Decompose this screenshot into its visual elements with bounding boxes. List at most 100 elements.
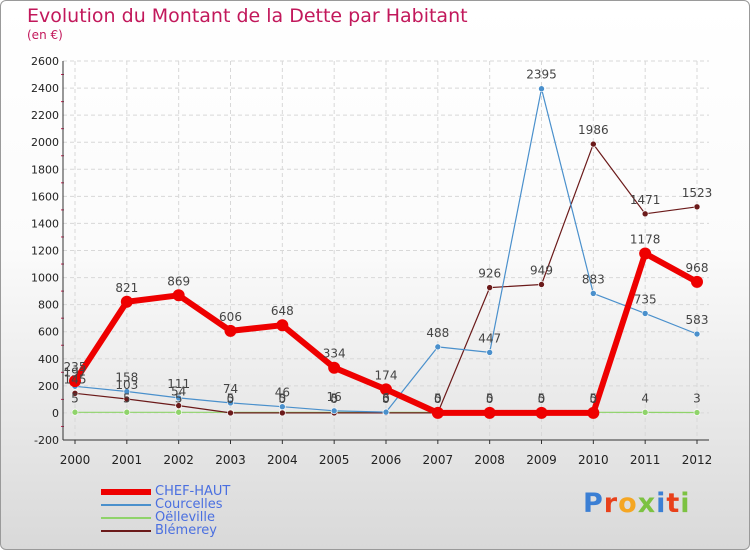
data-label-blemerey: 0 [227,392,235,406]
data-point-chef-haut [483,406,496,419]
data-label-blemerey: 103 [115,378,138,392]
data-point-oelleville [641,409,649,416]
data-label-blemerey: 0 [434,392,442,406]
y-tick-label: 2000 [31,136,59,149]
x-tick-label: 2005 [319,453,350,467]
y-tick-label: 2600 [31,55,59,68]
logo-letter: i [656,488,667,519]
data-label-courcelles: 6 [382,391,390,405]
data-label-chef-haut: 968 [686,261,709,275]
y-tick-label: 1000 [31,272,59,285]
data-label-blemerey: 1471 [630,193,661,207]
data-label-courcelles: 46 [275,386,290,400]
legend-swatch-blemerey [101,530,151,532]
data-label-blemerey: 1523 [682,186,713,200]
data-label-blemerey: 0 [279,392,287,406]
data-point-courcelles [590,290,597,297]
data-label-oelleville: 5 [590,391,598,405]
data-label-oelleville: 5 [175,391,183,405]
data-label-courcelles: 74 [223,382,238,396]
data-point-blemerey [123,395,131,403]
data-point-chef-haut [639,247,652,260]
data-label-courcelles: 111 [167,377,190,391]
proxiti-logo: Proxiti [583,488,691,519]
legend-label-blemerey: Blémerey [155,523,217,538]
y-tick-label: 200 [38,380,59,393]
data-point-chef-haut [276,319,289,332]
x-tick-label: 2010 [578,453,609,467]
data-label-blemerey: 145 [64,372,87,386]
data-point-oelleville [71,408,79,416]
chart-title: Evolution du Montant de la Dette par Hab… [27,5,468,27]
chart-subtitle: (en €) [27,28,63,42]
data-label-oelleville: 5 [330,391,338,405]
data-point-chef-haut [172,289,185,302]
data-point-blemerey [71,390,79,397]
y-tick-label: 800 [38,299,59,312]
data-point-blemerey [486,284,493,291]
data-point-chef-haut [328,361,341,374]
data-label-courcelles: 488 [426,326,449,340]
data-point-chef-haut [691,275,703,288]
x-tick-label: 2004 [267,453,298,467]
data-point-courcelles [538,85,545,93]
y-tick-label: 0 [52,407,59,420]
data-label-blemerey: 0 [330,392,338,406]
data-point-blemerey [227,409,234,417]
data-label-chef-haut: 869 [167,274,190,288]
data-label-courcelles: 447 [478,331,501,345]
data-label-chef-haut: 334 [323,347,346,361]
data-label-courcelles: 883 [582,272,605,286]
data-point-oelleville [693,409,701,416]
legend-label-oelleville: Oëlleville [155,510,215,525]
data-point-courcelles [382,408,390,416]
x-tick-label: 2011 [630,453,661,467]
data-point-courcelles [227,399,234,407]
data-point-blemerey [175,402,182,409]
data-label-chef-haut: 1178 [630,232,661,246]
logo-letter: x [637,488,657,519]
data-label-chef-haut: 174 [375,368,398,382]
logo-letter: t [666,488,681,519]
logo-letter: i [680,488,691,519]
data-point-chef-haut [431,406,444,419]
data-label-oelleville: 5 [123,391,131,405]
y-tick-label: 2200 [31,109,59,122]
y-tick-label: 2400 [31,82,59,95]
data-label-oelleville: 5 [538,391,546,405]
data-label-oelleville: 5 [71,391,79,405]
data-point-chef-haut [535,406,548,419]
x-tick-label: 2007 [423,453,454,467]
data-label-chef-haut: 0 [486,392,494,406]
data-point-chef-haut [380,383,392,396]
data-point-courcelles [641,310,649,317]
data-label-courcelles: 735 [634,292,657,306]
data-label-oelleville: 5 [434,391,442,405]
data-point-blemerey [279,409,286,417]
data-label-chef-haut: 0 [434,392,442,406]
data-point-courcelles [175,394,182,402]
data-point-blemerey [641,210,649,218]
data-point-courcelles [693,330,701,338]
data-label-oelleville: 3 [693,392,701,406]
data-label-blemerey: 0 [382,392,390,406]
data-point-courcelles [434,343,442,351]
legend-label-chef-haut: CHEF-HAUT [155,484,231,499]
data-label-blemerey: 1986 [578,123,609,137]
data-label-blemerey: 926 [478,267,501,281]
legend-swatch-oelleville [101,517,151,519]
data-point-oelleville [175,408,182,416]
logo-letter: P [583,488,604,519]
data-point-chef-haut [587,406,600,419]
legend-swatch-courcelles [101,504,151,506]
y-tick-label: 600 [38,326,59,339]
data-label-courcelles: 583 [686,313,709,327]
data-point-chef-haut [224,324,237,337]
data-label-courcelles: 158 [115,371,138,385]
y-tick-label: -200 [34,434,59,447]
y-tick-label: 400 [38,353,59,366]
data-point-chef-haut [120,295,133,308]
data-point-blemerey [590,140,597,148]
